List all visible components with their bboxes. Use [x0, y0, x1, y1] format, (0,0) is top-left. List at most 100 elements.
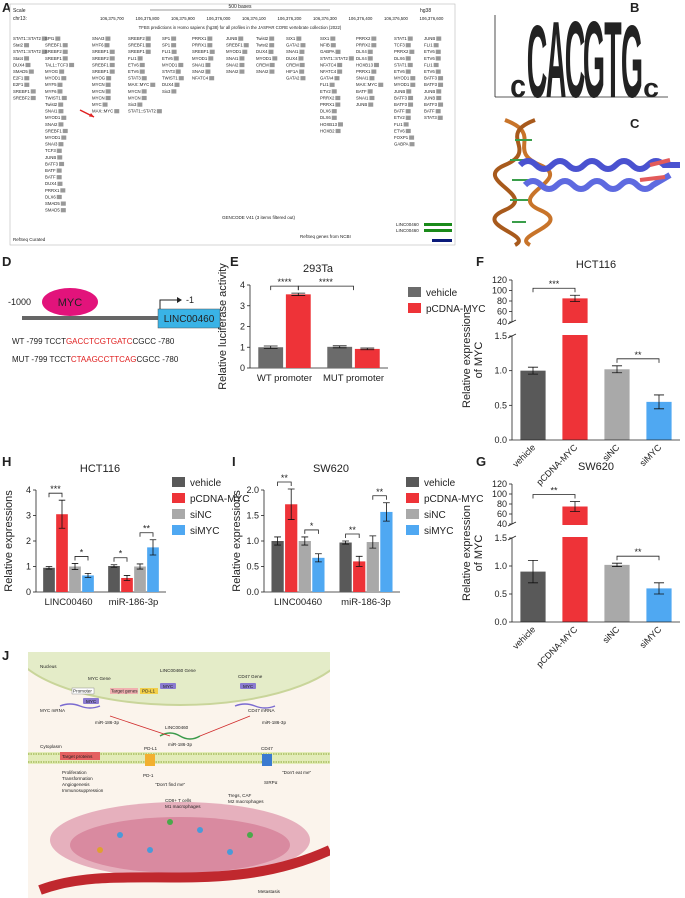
- tf-label: SPI1: [45, 36, 55, 41]
- bar: [562, 506, 588, 622]
- tf-site: [438, 102, 444, 107]
- tf-site: [207, 43, 213, 48]
- tf-label: MYCN: [92, 89, 105, 94]
- tf-site: [59, 161, 65, 167]
- error-bar: [355, 555, 363, 567]
- tf-label: JUNB: [356, 102, 367, 107]
- tf-site: [139, 62, 145, 68]
- tf-site: [60, 208, 66, 213]
- y-tick-label: 0.0: [246, 587, 259, 597]
- tf-label: SNAI1: [356, 95, 369, 100]
- assembly: hg38: [420, 8, 431, 14]
- error-bar: [315, 553, 322, 563]
- x-tick-label: LINC00460: [44, 597, 92, 608]
- tf-label: TWIST1: [162, 76, 178, 81]
- coord: 106,375,900: [171, 16, 196, 21]
- y-tick-label: 80: [497, 296, 507, 306]
- bar: [271, 541, 284, 592]
- start-pos: -1000: [8, 297, 31, 307]
- label: Promoter: [73, 689, 92, 694]
- label: MYC mRNA: [40, 708, 66, 713]
- panel-label: G: [476, 454, 486, 469]
- tf-label: JUNB: [424, 89, 435, 94]
- y-tick-label: 40: [497, 519, 507, 529]
- bar: [562, 298, 588, 440]
- y-axis-label: Relative expression: [461, 505, 473, 601]
- x-tick-label: WT promoter: [257, 373, 312, 384]
- tf-site: [57, 89, 63, 94]
- tf-site: [61, 76, 67, 81]
- tf-site: [408, 102, 414, 107]
- tf-label: MYOD1: [192, 56, 208, 61]
- label: LINC00460: [165, 725, 189, 730]
- tf-site: [337, 69, 343, 74]
- tf-site: [348, 56, 354, 61]
- bar: [258, 347, 284, 368]
- error-bar: [58, 499, 66, 529]
- coord: 106,376,500: [384, 16, 409, 21]
- sig-bracket: [297, 285, 354, 291]
- y-tick-label: 2: [240, 322, 245, 332]
- tf-site: [102, 102, 108, 107]
- tf-site: [378, 82, 384, 87]
- tf-label: ETV6: [128, 62, 139, 67]
- tf-site: [139, 69, 145, 74]
- tf-label: MYOD1: [256, 56, 272, 61]
- y-tick-label: 120: [492, 275, 507, 285]
- panel-c: C: [492, 116, 680, 247]
- tf-label: MYCN: [128, 89, 141, 94]
- tf-site: [171, 43, 177, 48]
- tf-site: [141, 76, 147, 81]
- tf-site: [104, 43, 110, 48]
- tf-site: [41, 36, 47, 41]
- cells: [97, 819, 253, 855]
- sig-bracket: [48, 492, 63, 498]
- tf-site: [268, 49, 274, 54]
- bar: [134, 566, 146, 592]
- tf-site: [371, 69, 377, 74]
- tf-label: SIX1: [286, 36, 296, 41]
- tf-site: [436, 95, 442, 101]
- logo-letter: c: [510, 68, 526, 104]
- y-tick-label: 1.5: [246, 511, 259, 521]
- coord: 106,376,100: [242, 16, 267, 21]
- tf-label: STAT1: [394, 62, 407, 67]
- sig-bracket: [277, 481, 292, 486]
- error-bar: [569, 294, 581, 302]
- tf-site: [410, 82, 416, 87]
- tf-site: [409, 142, 415, 147]
- tf-label: MYCN: [92, 95, 105, 100]
- tf-site: [299, 69, 305, 74]
- tf-label: PRRX1: [192, 36, 207, 41]
- sig-label: **: [281, 473, 289, 483]
- coord: 106,375,800: [136, 16, 161, 21]
- error-bar: [369, 535, 377, 549]
- label: MYC Gene: [88, 676, 111, 681]
- tf-site: [109, 56, 115, 61]
- y-tick-label: 3: [26, 511, 31, 521]
- myc-box: [160, 683, 176, 689]
- tf-site: [407, 36, 413, 41]
- scale-bar-label: 500 bases: [228, 4, 252, 10]
- legend-swatch: [172, 477, 185, 487]
- tf-site: [57, 181, 63, 186]
- pdl1-protein: [145, 754, 155, 766]
- label: PD-L1: [144, 746, 157, 751]
- tf-label: FLI1: [424, 43, 433, 48]
- panel-a: A Scale chr13: 500 bases hg38 TFBS predi…: [2, 0, 456, 246]
- tf-label: DLX4: [356, 56, 367, 61]
- sig-label: ***: [549, 279, 560, 289]
- tf-label: PRRX2: [394, 49, 409, 54]
- tf-label: DLX6: [320, 115, 331, 120]
- y-axis-label: Relative luciferase activity: [217, 263, 229, 390]
- error-bar: [84, 572, 92, 578]
- x-tick-label: siNC: [601, 624, 622, 645]
- tf-site: [436, 36, 442, 41]
- tss-arrow-head: [177, 297, 182, 303]
- seq-to: -780: [162, 355, 179, 364]
- tf-label: NFATC4: [192, 76, 209, 81]
- tf-label: DLX6: [45, 194, 56, 199]
- tf-site: [238, 36, 244, 41]
- tss-arrow: [159, 299, 178, 309]
